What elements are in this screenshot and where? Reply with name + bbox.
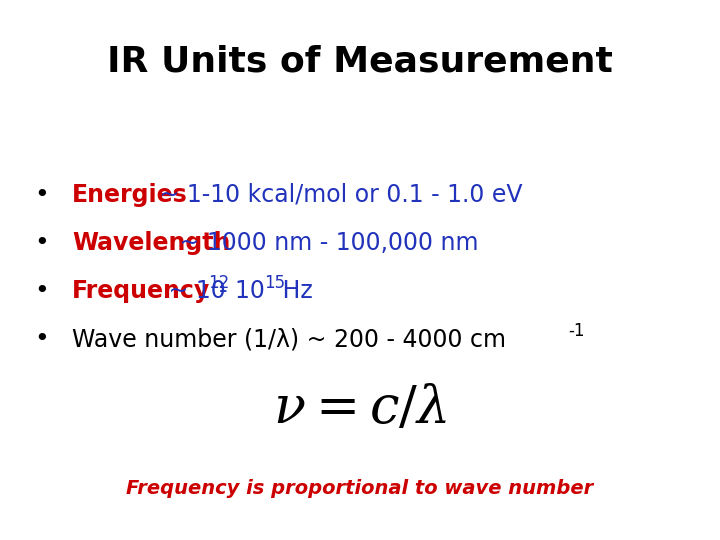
Text: Hz: Hz	[275, 279, 312, 303]
Text: Wavelength: Wavelength	[72, 231, 230, 255]
Text: •: •	[35, 279, 50, 303]
Text: 15: 15	[264, 274, 285, 292]
Text: - 10: - 10	[219, 279, 265, 303]
Text: Wave number (1/λ) ~ 200 - 4000 cm: Wave number (1/λ) ~ 200 - 4000 cm	[72, 327, 506, 351]
Text: •: •	[35, 231, 50, 255]
Text: •: •	[35, 183, 50, 207]
Text: Frequency: Frequency	[72, 279, 210, 303]
Text: Energies: Energies	[72, 183, 188, 207]
Text: -1: -1	[568, 322, 585, 340]
Text: ~ 1000 nm - 100,000 nm: ~ 1000 nm - 100,000 nm	[172, 231, 479, 255]
Text: •: •	[35, 327, 50, 351]
Text: 12: 12	[208, 274, 229, 292]
Text: ~ 10: ~ 10	[161, 279, 226, 303]
Text: $\nu = c/\lambda$: $\nu = c/\lambda$	[273, 382, 447, 434]
Text: Frequency is proportional to wave number: Frequency is proportional to wave number	[127, 478, 593, 497]
Text: IR Units of Measurement: IR Units of Measurement	[107, 45, 613, 79]
Text: ~ 1-10 kcal/mol or 0.1 - 1.0 eV: ~ 1-10 kcal/mol or 0.1 - 1.0 eV	[152, 183, 523, 207]
